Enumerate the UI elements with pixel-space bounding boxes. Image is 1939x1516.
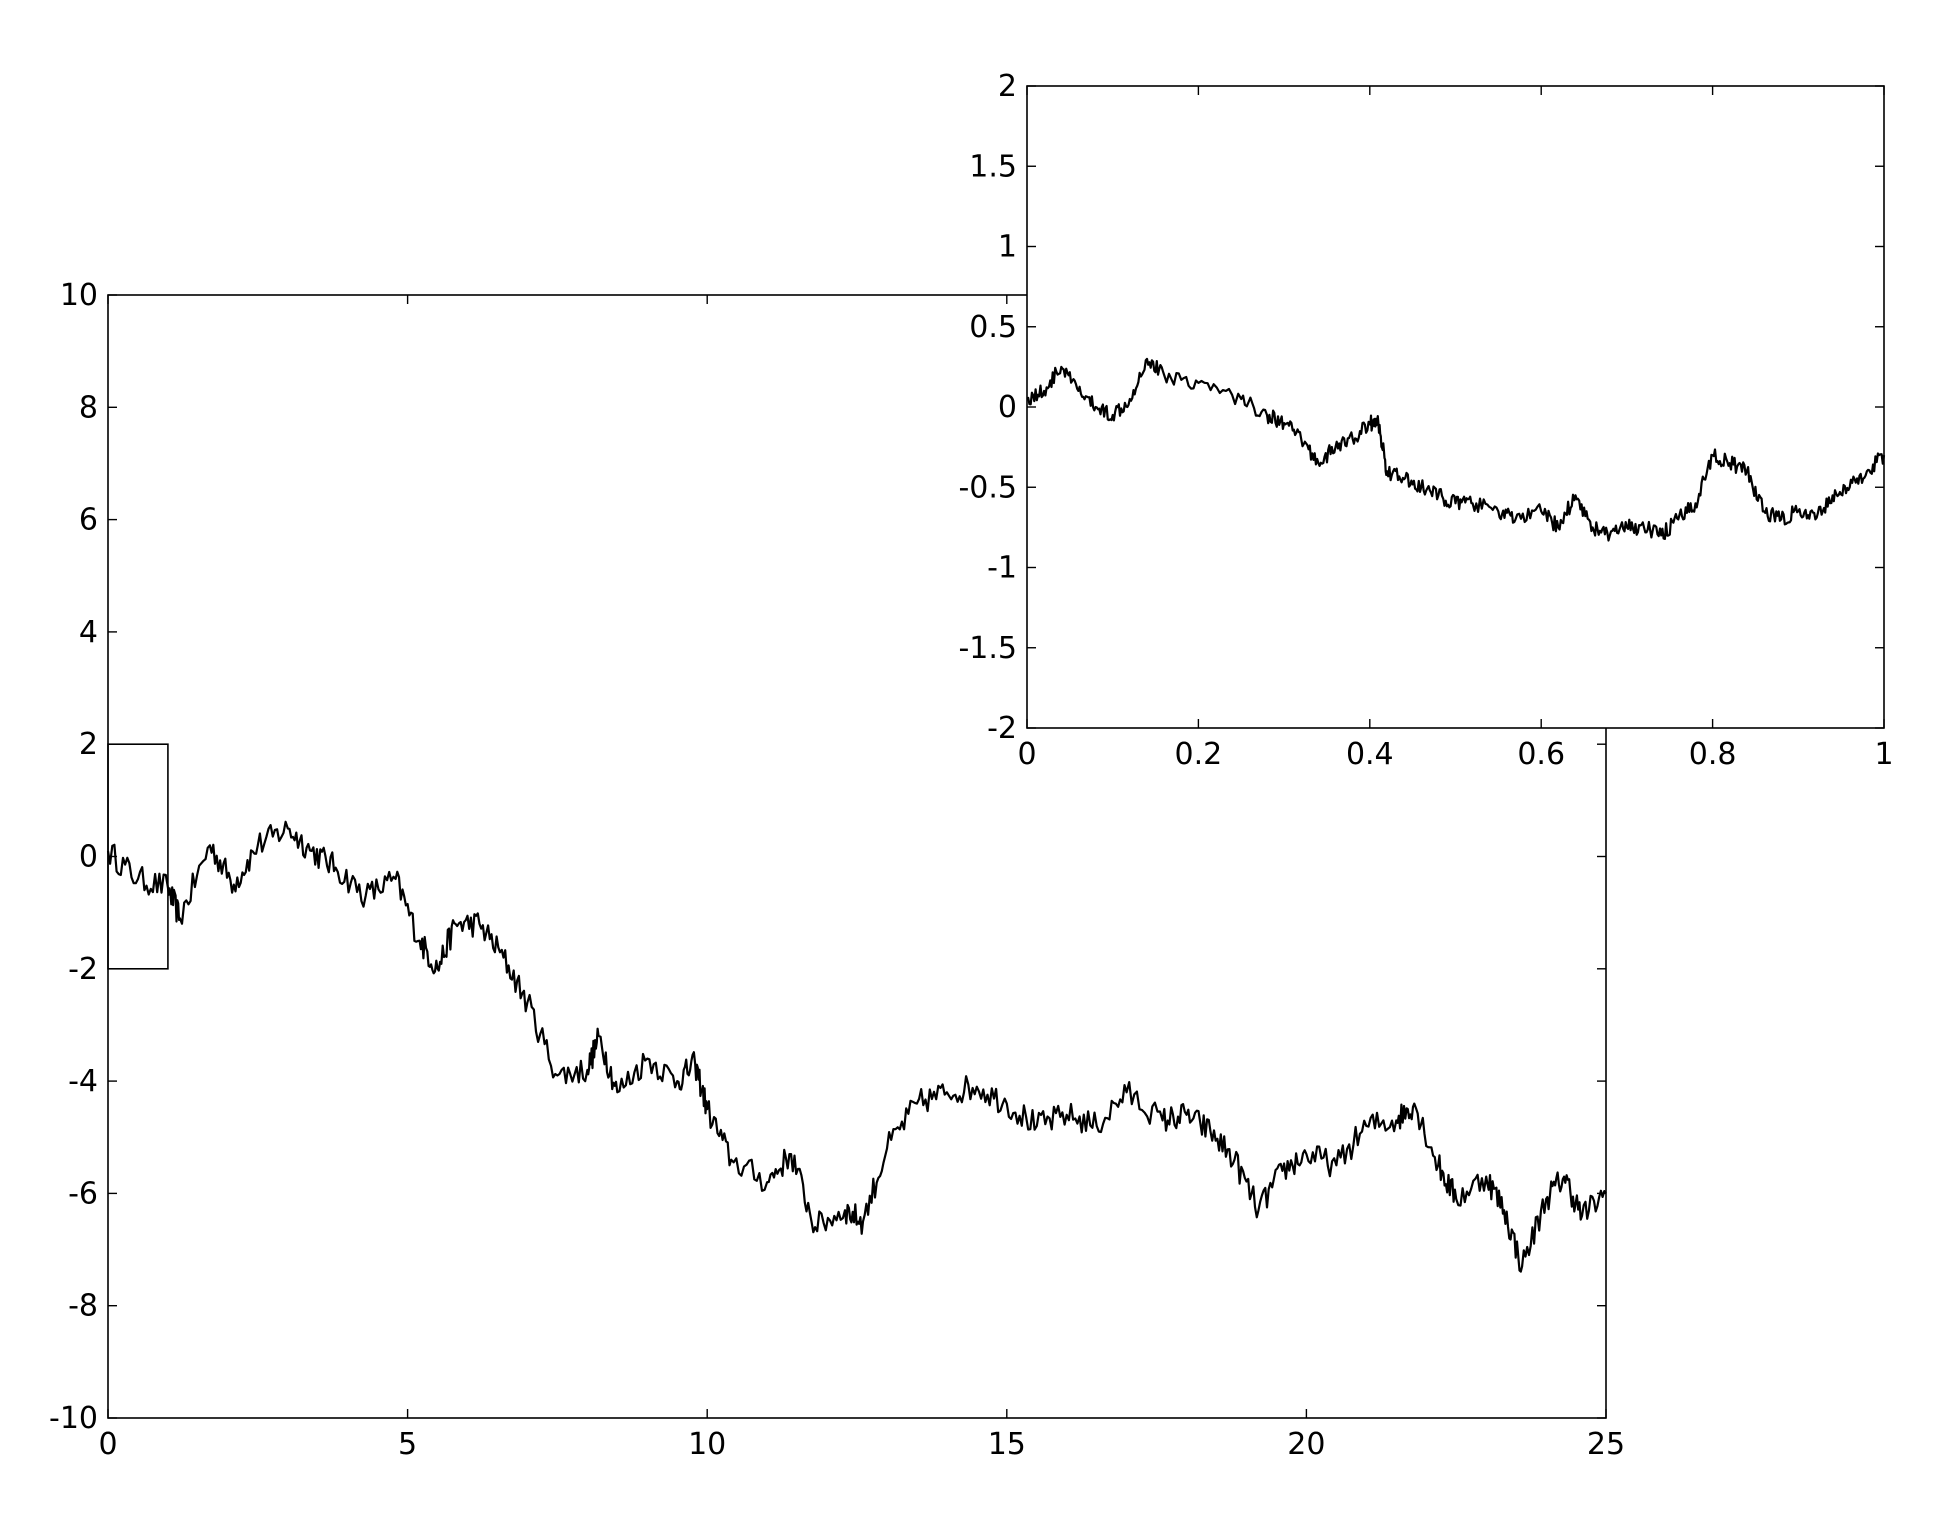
inset-x-tick-label: 0.4 — [1346, 737, 1394, 772]
main-y-tick-label: 0 — [79, 840, 98, 875]
inset-series-line — [1026, 357, 1886, 542]
main-y-tick-label: 10 — [60, 278, 98, 313]
inset-x-tick-label: 0.8 — [1689, 737, 1737, 772]
main-y-tick-label: -8 — [68, 1289, 98, 1324]
inset-y-tick-label: -2 — [987, 711, 1017, 746]
main-y-tick-label: -6 — [68, 1176, 98, 1211]
main-y-tick-label: 8 — [79, 390, 98, 425]
main-y-tick-label: -10 — [49, 1401, 98, 1436]
main-x-tick-label: 15 — [988, 1427, 1026, 1462]
inset-y-tick-label: 0 — [998, 390, 1017, 425]
inset-y-tick-label: 1.5 — [969, 149, 1017, 184]
main-x-tick-label: 25 — [1587, 1427, 1625, 1462]
main-y-tick-label: -2 — [68, 952, 98, 987]
inset-x-tick-label: 0.2 — [1175, 737, 1223, 772]
inset-y-tick-label: -1.5 — [958, 631, 1017, 666]
main-y-tick-label: 2 — [79, 727, 98, 762]
inset-x-tick-label: 0 — [1017, 737, 1036, 772]
inset-x-tick-label: 0.6 — [1517, 737, 1565, 772]
inset-chart: 0 0.2 0.4 0.6 0.8 1 -2 -1.5 -1 -0.5 0 0.5 1 1.5 2 — [958, 69, 1893, 772]
main-x-tick-label: 20 — [1287, 1427, 1325, 1462]
main-y-tick-label: 4 — [79, 615, 98, 650]
inset-y-tick-label: -0.5 — [958, 470, 1017, 505]
inset-y-tick-label: 0.5 — [969, 310, 1017, 345]
main-x-tick-label: 0 — [98, 1427, 117, 1462]
inset-y-tick-label: 1 — [998, 230, 1017, 265]
inset-y-tick-label: -1 — [987, 551, 1017, 586]
inset-plot-background — [1027, 86, 1884, 728]
inset-y-tick-label: 2 — [998, 69, 1017, 104]
main-y-tick-label: -4 — [68, 1064, 98, 1099]
inset-x-tick-label: 1 — [1874, 737, 1893, 772]
main-x-tick-label: 5 — [398, 1427, 417, 1462]
main-y-tick-label: 6 — [79, 503, 98, 538]
main-x-tick-label: 10 — [688, 1427, 726, 1462]
main-series-line — [106, 820, 1607, 1273]
